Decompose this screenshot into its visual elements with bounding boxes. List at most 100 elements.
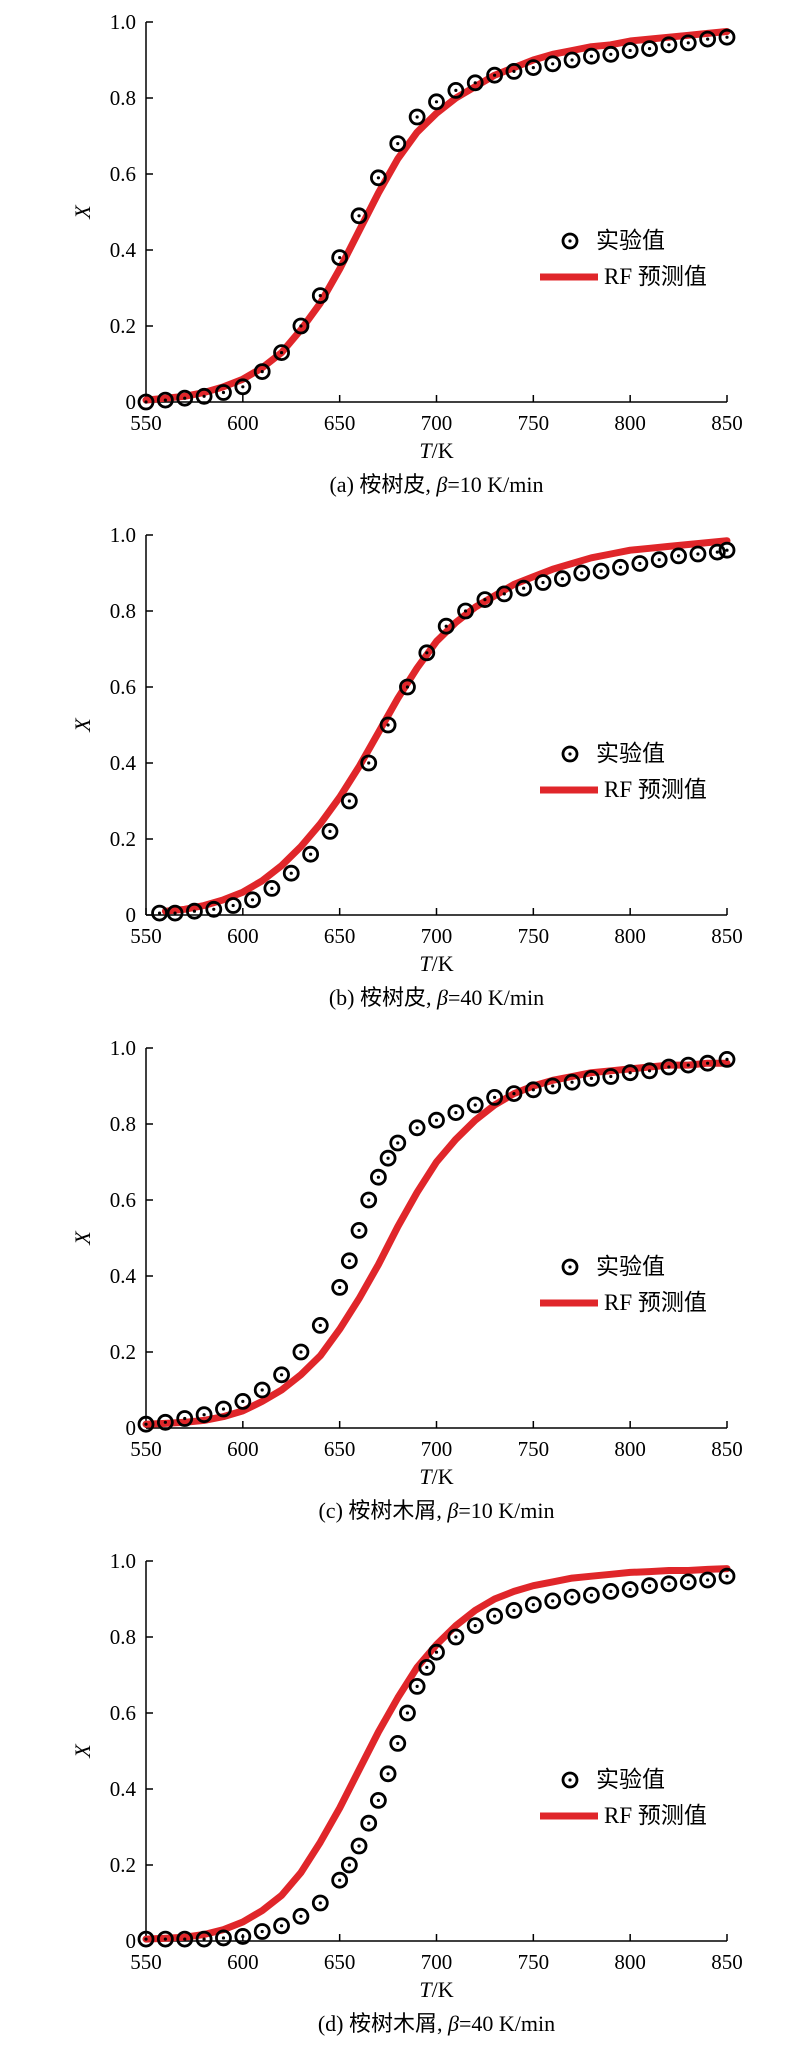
- experimental-point-ring: [718, 1567, 736, 1585]
- experimental-point: [544, 55, 562, 73]
- experimental-point-dot: [512, 1608, 516, 1612]
- experimental-point: [399, 1704, 416, 1722]
- experimental-point: [631, 555, 649, 572]
- chart-svg-d: 550 600 650 700 750 800 850 0 0.2 0.4 0.6 0.8 1.0 X T/…: [70, 1549, 743, 2036]
- chart-caption: (b) 桉树皮, β=40 K/min: [329, 985, 544, 1010]
- experimental-point: [583, 47, 600, 65]
- experimental-point: [186, 902, 203, 920]
- experimental-point-ring: [689, 545, 707, 563]
- experimental-point: [602, 1068, 620, 1085]
- experimental-point-dot: [715, 550, 719, 554]
- experimental-point-ring: [311, 287, 329, 305]
- legend-experimental-label: 实验值: [596, 1767, 665, 1792]
- experimental-point-ring: [273, 344, 290, 362]
- experimental-point-dot: [725, 1574, 729, 1578]
- chart-caption: (d) 桉树木屑, β=40 K/min: [318, 2011, 555, 2036]
- experimental-point: [137, 1415, 155, 1433]
- experimental-point: [428, 93, 445, 111]
- experimental-point-dot: [512, 1092, 516, 1096]
- y-tick-label: 0.8: [110, 86, 136, 110]
- experimental-point: [602, 45, 620, 63]
- experimental-point: [176, 389, 194, 407]
- experimental-point-dot: [376, 1798, 380, 1802]
- caption-beta: β: [447, 2011, 459, 2036]
- chart-svg-a: 550 600 650 700 750 800 850 0 0.2 0.4 0.6 0.8 1.0 X T/…: [70, 10, 743, 497]
- experimental-point: [350, 1837, 368, 1855]
- experimental-point-ring: [621, 1581, 639, 1598]
- experimental-point: [292, 317, 310, 335]
- experimental-point-ring: [321, 822, 339, 840]
- rf-prediction-line: [142, 28, 731, 404]
- experimental-point-ring: [583, 1586, 600, 1604]
- experimental-point: [369, 169, 387, 187]
- x-axis-label: T/K: [419, 951, 453, 976]
- x-tick-label: 650: [324, 411, 356, 435]
- experimental-point: [234, 1928, 252, 1945]
- experimental-point-dot: [570, 1080, 574, 1084]
- experimental-point-dot: [202, 1937, 206, 1941]
- experimental-point: [524, 1596, 542, 1614]
- chart-panel-c: 550 600 650 700 750 800 850 0 0.2 0.4 0.6 0.8 1.0 X T/…: [0, 1026, 800, 1539]
- experimental-point-dot: [163, 1420, 167, 1424]
- experimental-point-ring: [650, 551, 668, 569]
- x-tick-label: 700: [421, 1950, 453, 1974]
- experimental-point-ring: [457, 602, 474, 620]
- experimental-point-dot: [250, 898, 255, 902]
- legend-experimental-label: 实验值: [596, 741, 665, 766]
- experimental-point-ring: [466, 74, 484, 92]
- experimental-point-dot: [696, 552, 700, 556]
- x-tick-label: 600: [227, 1437, 259, 1461]
- experimental-point-ring: [331, 249, 349, 267]
- experimental-point-dot: [473, 1103, 477, 1107]
- experimental-point-ring: [505, 63, 523, 80]
- experimental-point-dot: [221, 1936, 226, 1940]
- experimental-point-dot: [279, 351, 284, 355]
- x-axis-label-variable: T: [419, 1977, 433, 2002]
- experimental-point-dot: [502, 592, 506, 596]
- experimental-point: [699, 1054, 717, 1072]
- experimental-point: [340, 792, 358, 810]
- experimental-point-ring: [602, 1583, 620, 1600]
- experimental-point-dot: [599, 569, 603, 573]
- experimental-point-ring: [331, 1871, 349, 1889]
- rf-prediction-line: [142, 1565, 731, 1943]
- x-axis-label-unit: /K: [432, 951, 454, 976]
- experimental-point-ring: [137, 1930, 155, 1948]
- experimental-point: [466, 1096, 484, 1114]
- experimental-point: [583, 1586, 600, 1604]
- experimental-point-dot: [202, 394, 206, 398]
- experimental-point: [418, 644, 436, 662]
- experimental-point-dot: [144, 400, 148, 404]
- experimental-point-dot: [396, 142, 400, 146]
- experimental-point-ring: [282, 864, 300, 882]
- experimental-point-ring: [612, 558, 629, 576]
- experimental-point-ring: [195, 1406, 213, 1424]
- experimental-point-dot: [493, 1095, 497, 1099]
- experimental-point-dot: [589, 1076, 594, 1080]
- experimental-point-dot: [725, 548, 729, 552]
- experimental-point: [534, 574, 552, 591]
- experimental-point-dot: [415, 1126, 419, 1130]
- experimental-point-dot: [386, 1772, 390, 1776]
- experimental-point-ring: [718, 1051, 736, 1068]
- y-tick-label: 0.4: [110, 238, 137, 262]
- experimental-point-ring: [156, 1413, 174, 1431]
- experimental-point-dot: [183, 1416, 187, 1421]
- y-tick-label: 0: [126, 1416, 137, 1440]
- experimental-point-ring: [408, 1677, 426, 1695]
- experimental-point-dot: [415, 1684, 419, 1688]
- experimental-point-dot: [157, 911, 162, 915]
- experimental-point: [553, 570, 571, 588]
- experimental-point-ring: [563, 1073, 581, 1091]
- experimental-point-dot: [725, 1057, 729, 1061]
- experimental-point-dot: [163, 1937, 167, 1941]
- experimental-point-ring: [408, 1119, 426, 1137]
- experimental-point-dot: [589, 54, 594, 58]
- experimental-point-dot: [531, 1088, 535, 1092]
- experimental-point-dot: [318, 1901, 322, 1905]
- experimental-point-dot: [357, 1228, 361, 1232]
- x-tick-label: 600: [227, 411, 259, 435]
- x-tick-label: 750: [518, 1950, 550, 1974]
- experimental-point-dot: [473, 1624, 477, 1628]
- experimental-point-dot: [270, 886, 274, 890]
